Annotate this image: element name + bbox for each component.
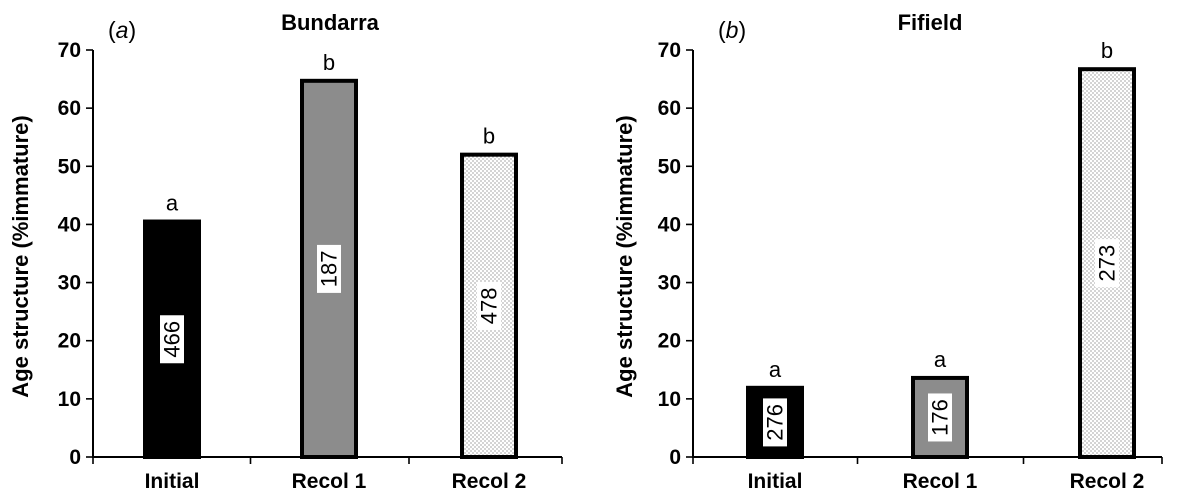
sample-size-label: 466 [160,321,185,358]
sample-size-box [1095,239,1119,288]
sample-size-label: 273 [1095,245,1120,282]
sample-size-box [763,398,787,447]
y-tick-label: 60 [58,97,81,120]
significance-letter: b [1101,38,1113,63]
sample-size-box [317,244,341,293]
y-tick-label: 70 [58,39,81,62]
y-tick-label: 0 [69,446,81,469]
chart-title: Bundarra [281,10,380,35]
panel-tag: (a) [108,17,136,43]
x-tick-label: Initial [145,470,200,493]
sample-size-box [160,315,184,364]
y-tick-label: 40 [658,213,681,236]
y-axis-label: Age structure (%immature) [612,115,637,397]
sample-size-box [477,281,501,330]
y-tick-label: 20 [658,330,681,353]
sample-size-label: 187 [317,251,342,288]
y-axis-label: Age structure (%immature) [8,115,33,397]
chart-panel-fifield: Fifield (b) Age structure (%immature) 0 10 20… [612,10,1163,493]
y-tick-label: 20 [58,330,81,353]
y-tick-label: 40 [58,213,81,236]
sample-size-box [928,393,952,442]
y-tick-label: 10 [58,388,81,411]
chart-panel-bundarra: Bundarra (a) Age structure (%immature) 0 10 2… [8,10,563,493]
y-tick-label: 60 [658,97,681,120]
significance-letter: b [323,50,335,75]
sample-size-label: 478 [477,287,502,324]
y-tick-label: 30 [658,272,681,295]
sample-size-label: 276 [763,404,788,441]
y-tick-label: 30 [58,272,81,295]
y-tick-label: 50 [658,155,681,178]
panel-tag: (b) [718,17,746,43]
x-tick-label: Initial [748,470,803,493]
significance-letter: a [934,347,947,372]
y-tick-label: 0 [669,446,681,469]
sample-size-label: 176 [928,399,953,436]
significance-letter: a [166,191,179,216]
x-tick-label: Recol 2 [1070,470,1145,493]
chart-title: Fifield [898,10,963,35]
significance-letter: a [769,357,782,382]
y-tick-label: 50 [58,155,81,178]
x-tick-label: Recol 1 [903,470,978,493]
y-tick-label: 10 [658,388,681,411]
y-tick-label: 70 [658,39,681,62]
significance-letter: b [483,124,495,149]
x-tick-label: Recol 1 [292,470,367,493]
x-tick-label: Recol 2 [452,470,527,493]
